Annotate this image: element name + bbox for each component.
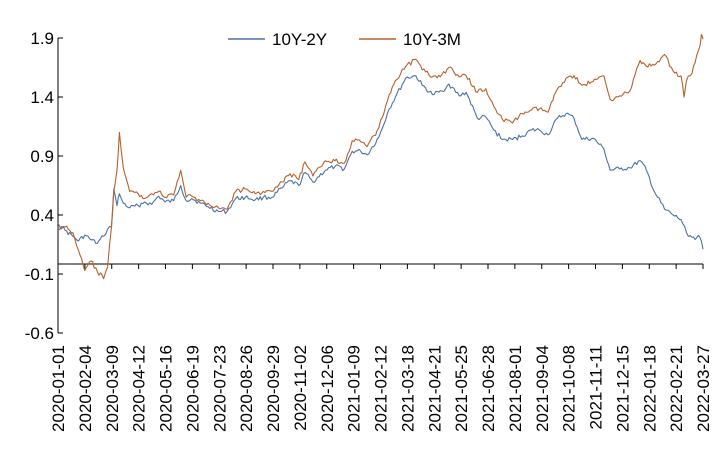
x-tick-label: 2022-02-21	[667, 345, 686, 432]
legend-label: 10Y-2Y	[272, 30, 327, 49]
x-tick-label: 2021-03-18	[398, 345, 417, 432]
x-tick-label: 2021-09-04	[533, 345, 552, 432]
x-tick-label: 2020-09-29	[264, 345, 283, 432]
x-tick-label: 2021-11-11	[587, 345, 606, 429]
y-tick-label: 1.4	[30, 88, 54, 107]
x-tick-label: 2022-01-18	[640, 345, 659, 432]
x-tick-label: 2020-11-02	[291, 345, 310, 431]
series-line-10y-3m	[57, 33, 704, 280]
legend: 10Y-2Y 10Y-3M	[228, 30, 461, 49]
x-tick-label: 2020-02-04	[76, 345, 95, 432]
y-tick-label: -0.1	[25, 265, 54, 284]
y-tick-label: 0.4	[30, 206, 54, 225]
x-tick-label: 2020-12-06	[318, 345, 337, 432]
y-tick-label: 1.9	[30, 29, 54, 48]
x-tick-label: 2020-08-26	[237, 345, 256, 432]
series-lines	[57, 33, 704, 280]
series-line-10y-2y	[57, 75, 704, 250]
x-tick-label: 2020-06-19	[183, 345, 202, 432]
legend-label: 10Y-3M	[403, 30, 461, 49]
x-tick-label: 2021-06-28	[479, 345, 498, 432]
y-tick-label: -0.6	[25, 324, 54, 343]
x-tick-label: 2020-04-12	[130, 345, 149, 432]
x-tick-label: 2021-12-15	[613, 345, 632, 432]
x-tick-label: 2021-02-12	[372, 345, 391, 432]
x-tick-label: 2021-08-01	[506, 345, 525, 432]
x-axis: 2020-01-01 2020-02-04 2020-03-09 2020-04-12…	[49, 263, 713, 432]
x-tick-label: 2020-03-09	[103, 345, 122, 432]
x-tick-label: 2020-01-01	[49, 345, 68, 432]
x-tick-label: 2021-10-08	[560, 345, 579, 432]
x-tick-label: 2020-05-16	[157, 345, 176, 432]
x-tick-label: 2021-04-21	[425, 345, 444, 432]
x-tick-label: 2021-05-25	[452, 345, 471, 432]
x-tick-label: 2022-03-27	[694, 345, 713, 432]
y-tick-label: 0.9	[30, 147, 54, 166]
x-tick-label: 2021-01-09	[345, 345, 364, 432]
y-axis: 1.9 1.4 0.9 0.4 -0.1 -0.6	[25, 29, 63, 343]
x-tick-label: 2020-07-23	[210, 345, 229, 432]
